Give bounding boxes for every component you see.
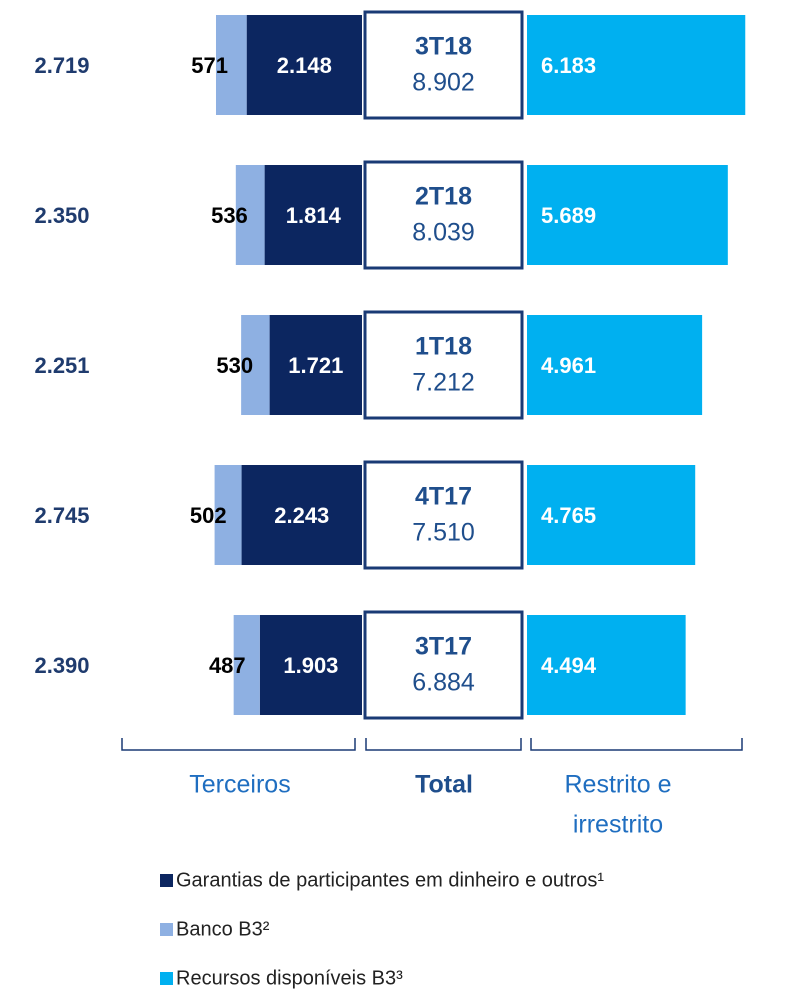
bracket xyxy=(121,738,356,751)
bracket xyxy=(530,738,743,751)
bar-segment xyxy=(233,615,260,715)
legend-swatch xyxy=(160,923,173,936)
category-label: 4T17 xyxy=(415,483,472,511)
legend-swatch xyxy=(160,874,173,887)
value-label: 530 xyxy=(216,353,253,378)
total-label: 7.212 xyxy=(412,369,475,397)
total-label: 7.510 xyxy=(412,519,475,547)
bar-segment xyxy=(235,165,265,265)
value-label: 571 xyxy=(191,53,228,78)
value-label: 1.721 xyxy=(288,353,343,378)
value-label: 2.148 xyxy=(277,53,332,78)
bar-segment xyxy=(264,165,362,265)
bar-segment xyxy=(527,465,696,565)
total-box xyxy=(363,10,524,120)
value-label: 4.961 xyxy=(541,353,596,378)
value-label: 1.814 xyxy=(286,203,342,228)
group-label: irrestrito xyxy=(573,811,663,839)
bar-segment xyxy=(527,15,746,115)
value-label: 1.903 xyxy=(283,653,338,678)
bracket xyxy=(365,738,522,751)
left-total-label: 2.719 xyxy=(34,53,89,78)
value-label: 4.765 xyxy=(541,503,596,528)
total-label: 8.039 xyxy=(412,219,475,247)
bar-segment xyxy=(241,465,362,565)
legend-label: Banco B3² xyxy=(176,918,270,940)
legend-label: Garantias de participantes em dinheiro e… xyxy=(176,869,604,891)
bar-segment xyxy=(246,15,362,115)
left-total-label: 2.390 xyxy=(34,653,89,678)
legend-swatch xyxy=(160,972,173,985)
bar-segment xyxy=(214,465,242,565)
bar-segment xyxy=(241,315,270,415)
category-label: 2T18 xyxy=(415,183,472,211)
bar-segment xyxy=(269,315,362,415)
bar-segment xyxy=(527,315,703,415)
bar-segment xyxy=(259,615,362,715)
category-label: 3T17 xyxy=(415,633,472,661)
value-label: 536 xyxy=(211,203,248,228)
value-label: 2.243 xyxy=(274,503,329,528)
bar-segment xyxy=(215,15,247,115)
bar-segment xyxy=(527,165,728,265)
group-label: Restrito e xyxy=(565,771,672,799)
value-label: 487 xyxy=(209,653,246,678)
total-box xyxy=(363,160,524,270)
total-label: 6.884 xyxy=(412,669,475,697)
bar-segment xyxy=(527,615,686,715)
value-label: 4.494 xyxy=(541,653,597,678)
group-label: Total xyxy=(415,771,473,799)
value-label: 502 xyxy=(190,503,227,528)
total-box xyxy=(363,610,524,720)
category-label: 3T18 xyxy=(415,33,472,61)
value-label: 5.689 xyxy=(541,203,596,228)
total-box xyxy=(363,460,524,570)
value-label: 6.183 xyxy=(541,53,596,78)
group-label: Terceiros xyxy=(189,771,290,799)
total-box xyxy=(363,310,524,420)
left-total-label: 2.745 xyxy=(34,503,89,528)
total-label: 8.902 xyxy=(412,69,475,97)
left-total-label: 2.251 xyxy=(34,353,89,378)
category-label: 1T18 xyxy=(415,333,472,361)
left-total-label: 2.350 xyxy=(34,203,89,228)
legend-label: Recursos disponíveis B3³ xyxy=(176,967,403,989)
